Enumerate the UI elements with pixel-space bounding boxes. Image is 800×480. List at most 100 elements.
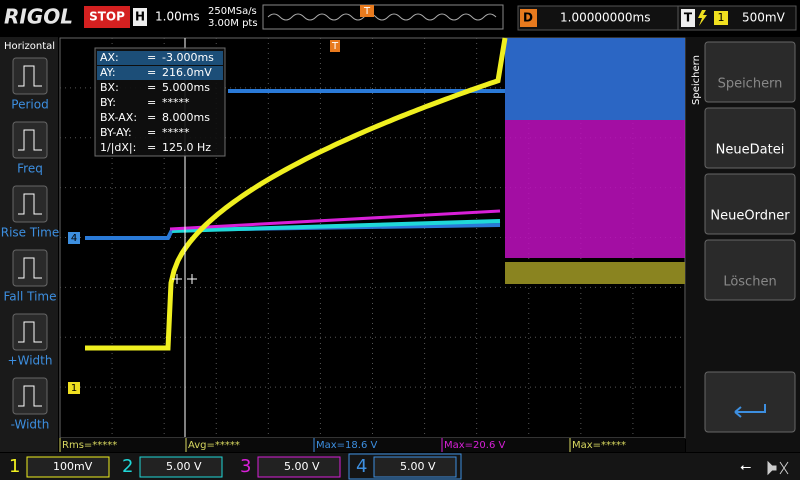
cursor-cell: = (147, 81, 156, 94)
ch1-marker: 1 (71, 383, 77, 394)
menu-button[interactable] (704, 107, 796, 169)
cursor-cell: ***** (162, 126, 190, 139)
menu-button[interactable] (704, 41, 796, 103)
channel-number[interactable]: 4 (356, 456, 367, 477)
delay-label: D (523, 11, 533, 25)
timebase[interactable]: 1.00ms (155, 10, 200, 24)
cursor-cell: ***** (162, 96, 190, 109)
delay-label-box (520, 9, 537, 27)
ch1-marker-box (68, 382, 80, 394)
ch2-wave (171, 219, 501, 233)
trigger-source: 1 (718, 11, 725, 24)
ch4-marker-box (68, 232, 80, 244)
menu-icon[interactable] (12, 249, 48, 287)
ch4-marker: 4 (71, 233, 77, 244)
menu-icon[interactable] (12, 377, 48, 415)
menu-button-label[interactable]: Speichern (718, 77, 783, 92)
cursor-row-highlight (97, 66, 223, 80)
cursor-cell: = (147, 111, 156, 124)
menu-label[interactable]: Period (11, 98, 48, 112)
cursor-cell: 5.000ms (162, 81, 210, 94)
channel-scale-box[interactable] (139, 456, 223, 478)
cursor-cell: 1/|dX|: (100, 141, 136, 154)
cursor-cell: -3.000ms (162, 51, 214, 64)
cursor-cell: 216.0mV (162, 66, 212, 79)
trigger-edge-icon (698, 10, 707, 26)
cursor-cross (172, 274, 197, 284)
menu-icon-glyph (18, 129, 42, 151)
delay[interactable]: 1.00000000ms (560, 11, 650, 25)
measurement: Max=18.6 V (316, 440, 377, 451)
trigger-level[interactable]: 500mV (742, 11, 786, 25)
cursor-cell: = (147, 66, 156, 79)
return-icon (734, 404, 766, 418)
mute-icon (767, 460, 789, 476)
measurement: Avg=***** (188, 440, 240, 451)
menu-icon-glyph (18, 385, 42, 407)
cursor-cell: BY: (100, 96, 116, 109)
menu-icon[interactable] (12, 121, 48, 159)
cursor-cell: AX: (100, 51, 119, 64)
trigger-label-box (681, 9, 695, 27)
cursor-cell: BX: (100, 81, 119, 94)
menu-icon-glyph (18, 193, 42, 215)
channel-scale-box[interactable] (373, 456, 457, 478)
trigger-source-box (714, 11, 728, 25)
cursor-cell: = (147, 51, 156, 64)
menu-icon-glyph (18, 257, 42, 279)
measurement: Rms=***** (62, 440, 117, 451)
cursor-cell: = (147, 141, 156, 154)
menu-icon[interactable] (12, 57, 48, 95)
menu-label[interactable]: Rise Time (1, 226, 60, 240)
measurement-bar (60, 438, 685, 452)
menu-button-label[interactable]: Löschen (723, 275, 776, 290)
menu-label[interactable]: +Width (8, 354, 53, 368)
menu-label[interactable]: Freq (17, 162, 43, 176)
menu-label[interactable]: Fall Time (3, 290, 56, 304)
channel-scale[interactable]: 5.00 V (284, 460, 320, 473)
trigger-box[interactable] (677, 5, 797, 31)
menu-button[interactable] (704, 173, 796, 235)
cursor-row-highlight (97, 51, 223, 65)
trigger-position-box (330, 40, 340, 52)
timebase-label: H (135, 10, 145, 24)
menu-button-label[interactable]: NeueDatei (716, 143, 785, 158)
cursor-cell: = (147, 126, 156, 139)
channel-number[interactable]: 3 (240, 456, 251, 477)
cursor-cell: 8.000ms (162, 111, 210, 124)
channel-scale[interactable]: 100mV (53, 460, 93, 473)
memory-depth: 3.00M pts (208, 18, 258, 29)
trigger-marker: T (363, 6, 371, 17)
measurement: Max=20.6 V (444, 440, 505, 451)
status-box[interactable] (84, 6, 130, 28)
menu-icon[interactable] (12, 185, 48, 223)
menu-label[interactable]: -Width (11, 418, 50, 432)
cursor-cell: BX-AX: (100, 111, 137, 124)
return-button[interactable] (704, 371, 796, 433)
cursor-cell: AY: (100, 66, 116, 79)
status[interactable]: STOP (89, 10, 125, 24)
channel-number[interactable]: 2 (122, 456, 133, 477)
measurement: Max=***** (572, 440, 626, 451)
channel-scale[interactable]: 5.00 V (166, 460, 202, 473)
cursor-cell: 125.0 Hz (162, 141, 211, 154)
menu-button-label[interactable]: NeueOrdner (710, 209, 790, 224)
ch4-noise (505, 38, 685, 120)
channel-scale-box[interactable] (257, 456, 341, 478)
menu-icon-glyph (18, 321, 42, 343)
timebase-box (133, 8, 147, 26)
channel-scale-box[interactable] (26, 456, 110, 478)
trigger-label: T (684, 11, 693, 25)
channel-scale[interactable]: 5.00 V (400, 460, 436, 473)
trigger-position: T (331, 41, 339, 52)
cursor-cell: BY-AY: (100, 126, 132, 139)
logo: RIGOL (4, 5, 73, 29)
channel-number[interactable]: 1 (9, 456, 20, 477)
waveform-overview (262, 4, 504, 30)
left-menu-title: Horizontal (4, 41, 55, 52)
cursor-cell: = (147, 96, 156, 109)
menu-button[interactable] (704, 239, 796, 301)
menu-icon[interactable] (12, 313, 48, 351)
right-menu-label: Speichern (691, 55, 702, 105)
